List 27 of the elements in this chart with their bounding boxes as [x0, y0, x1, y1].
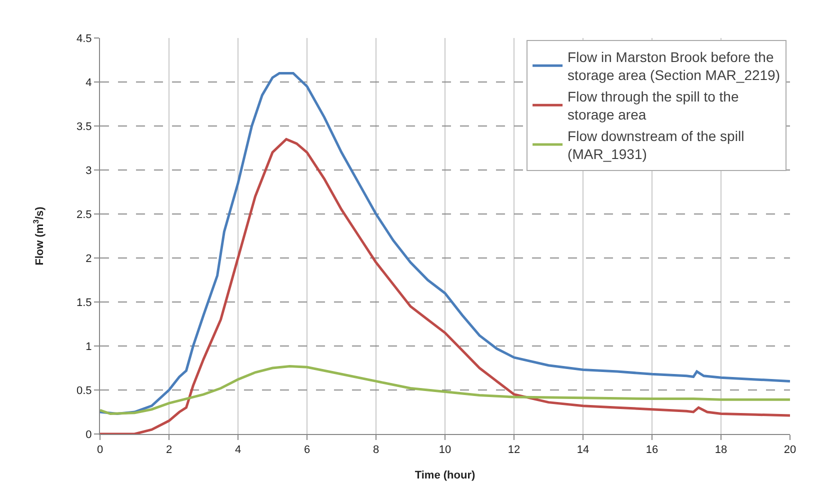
y-tick-label: 0 — [86, 428, 92, 441]
line-series — [100, 364, 790, 416]
y-tick-label: 4 — [86, 76, 92, 89]
x-tick-label: 16 — [646, 444, 658, 456]
x-tick-label: 18 — [714, 444, 728, 456]
legend-label: Flow in Marston Brook before the storage area (Section MAR_2219) — [568, 49, 780, 84]
x-tick-label: 12 — [508, 444, 520, 456]
x-tick-label: 10 — [438, 444, 452, 456]
x-tick-label: 14 — [576, 444, 590, 456]
x-tick-label: 2 — [166, 444, 172, 456]
x-axis-title: Time (hour) — [414, 469, 476, 482]
y-tick-label: 1.5 — [76, 296, 92, 309]
line-series — [100, 72, 790, 416]
x-tick-label: 20 — [784, 444, 796, 456]
y-tick-label: 4.5 — [76, 32, 92, 45]
y-tick-label: 3.5 — [76, 120, 92, 133]
legend-label: Flow downstream of the spill (MAR_1931) — [568, 128, 744, 162]
legend-label: Flow through the spill to the storage area — [568, 88, 739, 123]
x-tick-label: 6 — [304, 444, 310, 456]
x-tick-label: 0 — [96, 444, 104, 456]
y-tick-label: 2 — [86, 252, 92, 265]
y-tick-label: 1 — [86, 340, 92, 353]
y-tick-label: 0.5 — [76, 384, 92, 397]
y-tick-label: 2.5 — [76, 208, 92, 221]
x-tick-label: 8 — [372, 444, 380, 456]
y-tick-label: 3 — [86, 164, 92, 177]
x-tick-label: 4 — [234, 444, 242, 456]
